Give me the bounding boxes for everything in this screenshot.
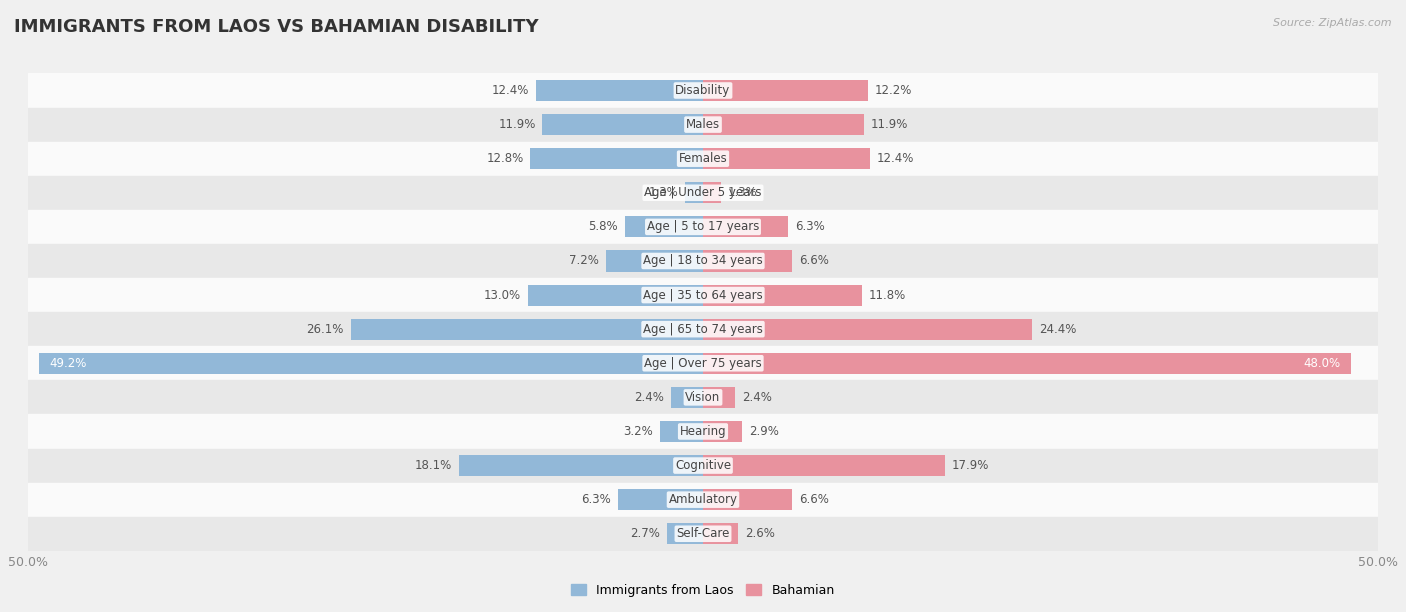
Legend: Immigrants from Laos, Bahamian: Immigrants from Laos, Bahamian xyxy=(567,579,839,602)
Text: 11.9%: 11.9% xyxy=(498,118,536,131)
Text: Age | 35 to 64 years: Age | 35 to 64 years xyxy=(643,289,763,302)
Text: Age | 65 to 74 years: Age | 65 to 74 years xyxy=(643,323,763,335)
Text: Females: Females xyxy=(679,152,727,165)
Text: 49.2%: 49.2% xyxy=(49,357,87,370)
Text: 18.1%: 18.1% xyxy=(415,459,451,472)
Bar xyxy=(28,380,1378,414)
Bar xyxy=(28,141,1378,176)
Bar xyxy=(703,455,945,476)
Bar xyxy=(28,312,1378,346)
Bar xyxy=(527,285,703,305)
Bar xyxy=(659,421,703,442)
Bar xyxy=(28,278,1378,312)
Bar xyxy=(28,176,1378,210)
Text: Age | Over 75 years: Age | Over 75 years xyxy=(644,357,762,370)
Bar xyxy=(686,182,703,203)
Text: 2.9%: 2.9% xyxy=(749,425,779,438)
Text: 2.6%: 2.6% xyxy=(745,528,775,540)
Bar xyxy=(703,523,738,544)
Text: Hearing: Hearing xyxy=(679,425,727,438)
Bar xyxy=(703,182,720,203)
Bar xyxy=(458,455,703,476)
Text: 12.2%: 12.2% xyxy=(875,84,912,97)
Bar xyxy=(28,414,1378,449)
Text: Age | 18 to 34 years: Age | 18 to 34 years xyxy=(643,255,763,267)
Bar xyxy=(28,244,1378,278)
Text: Cognitive: Cognitive xyxy=(675,459,731,472)
Bar xyxy=(703,216,787,237)
Text: 1.3%: 1.3% xyxy=(727,186,756,200)
Bar xyxy=(536,80,703,101)
Text: Source: ZipAtlas.com: Source: ZipAtlas.com xyxy=(1274,18,1392,28)
Text: 12.4%: 12.4% xyxy=(877,152,914,165)
Text: 11.9%: 11.9% xyxy=(870,118,908,131)
Bar xyxy=(666,523,703,544)
Text: 26.1%: 26.1% xyxy=(307,323,344,335)
Text: 12.4%: 12.4% xyxy=(492,84,529,97)
Text: 13.0%: 13.0% xyxy=(484,289,520,302)
Bar xyxy=(28,108,1378,141)
Text: 17.9%: 17.9% xyxy=(952,459,988,472)
Text: 12.8%: 12.8% xyxy=(486,152,523,165)
Bar xyxy=(703,319,1032,340)
Bar xyxy=(350,319,703,340)
Text: Age | Under 5 years: Age | Under 5 years xyxy=(644,186,762,200)
Text: 24.4%: 24.4% xyxy=(1039,323,1077,335)
Bar xyxy=(703,80,868,101)
Bar xyxy=(28,73,1378,108)
Text: 3.2%: 3.2% xyxy=(623,425,652,438)
Bar xyxy=(28,210,1378,244)
Text: 2.4%: 2.4% xyxy=(634,391,664,404)
Text: Males: Males xyxy=(686,118,720,131)
Bar xyxy=(671,387,703,408)
Text: 6.3%: 6.3% xyxy=(582,493,612,506)
Text: Vision: Vision xyxy=(685,391,721,404)
Text: 6.3%: 6.3% xyxy=(794,220,824,233)
Text: 6.6%: 6.6% xyxy=(799,255,828,267)
Bar xyxy=(703,285,862,305)
Bar xyxy=(703,250,792,272)
Bar xyxy=(530,148,703,170)
Text: 7.2%: 7.2% xyxy=(569,255,599,267)
Bar xyxy=(39,353,703,374)
Bar xyxy=(28,483,1378,517)
Bar xyxy=(619,489,703,510)
Bar xyxy=(703,148,870,170)
Bar xyxy=(703,489,792,510)
Bar xyxy=(703,421,742,442)
Bar xyxy=(28,449,1378,483)
Bar xyxy=(703,353,1351,374)
Text: Age | 5 to 17 years: Age | 5 to 17 years xyxy=(647,220,759,233)
Text: Self-Care: Self-Care xyxy=(676,528,730,540)
Bar xyxy=(703,114,863,135)
Text: Ambulatory: Ambulatory xyxy=(668,493,738,506)
Text: 48.0%: 48.0% xyxy=(1303,357,1340,370)
Bar xyxy=(28,517,1378,551)
Bar xyxy=(543,114,703,135)
Text: 5.8%: 5.8% xyxy=(588,220,619,233)
Bar xyxy=(703,387,735,408)
Text: 2.7%: 2.7% xyxy=(630,528,659,540)
Bar xyxy=(28,346,1378,380)
Text: 1.3%: 1.3% xyxy=(650,186,679,200)
Text: IMMIGRANTS FROM LAOS VS BAHAMIAN DISABILITY: IMMIGRANTS FROM LAOS VS BAHAMIAN DISABIL… xyxy=(14,18,538,36)
Text: 2.4%: 2.4% xyxy=(742,391,772,404)
Bar xyxy=(624,216,703,237)
Text: 6.6%: 6.6% xyxy=(799,493,828,506)
Text: Disability: Disability xyxy=(675,84,731,97)
Text: 11.8%: 11.8% xyxy=(869,289,907,302)
Bar xyxy=(606,250,703,272)
